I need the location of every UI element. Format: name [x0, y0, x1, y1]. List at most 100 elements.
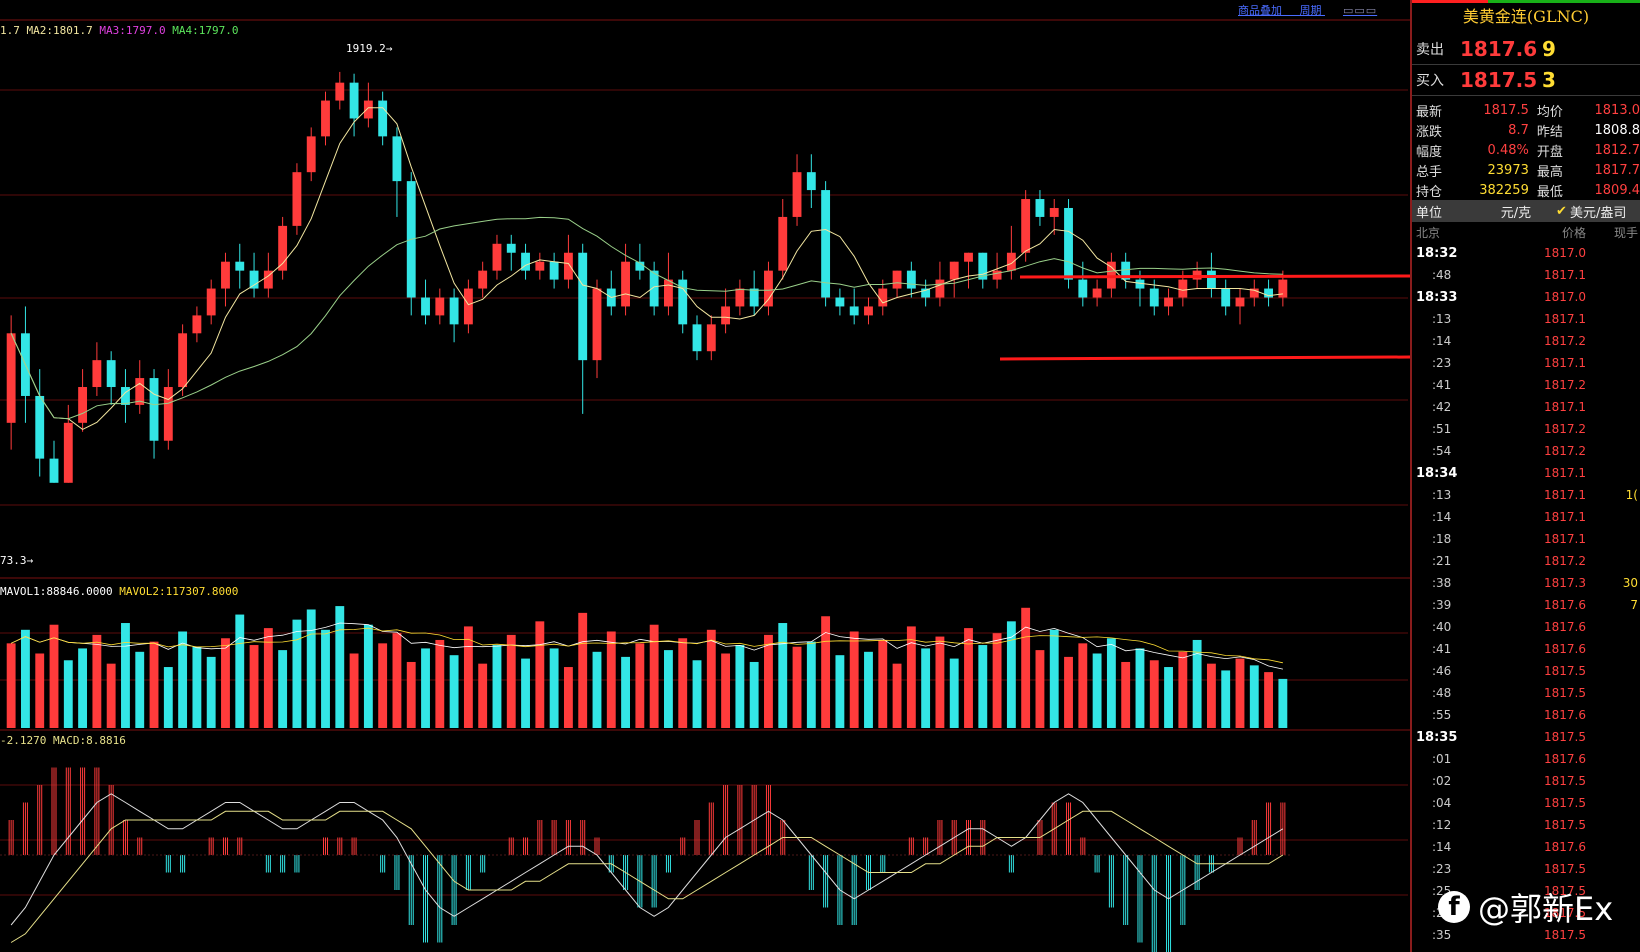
volume-bar	[1149, 660, 1159, 728]
tick-time: :51	[1432, 422, 1452, 436]
candle-body	[964, 252, 973, 262]
tick-row: :13 1817.1 1(	[1412, 484, 1640, 506]
sell-quote-row[interactable]: 卖出 1817.6 9	[1412, 34, 1640, 65]
volume-bar	[63, 660, 73, 728]
overlay-link[interactable]: 商品叠加	[1238, 4, 1282, 17]
candle-body	[706, 324, 716, 352]
candle-body	[235, 261, 245, 271]
mavol1-line	[10, 622, 1283, 670]
candle-body	[463, 288, 473, 325]
tick-row: :39 1817.6 7	[1412, 594, 1640, 616]
candle-body	[421, 297, 430, 316]
period-link[interactable]: 周期	[1299, 4, 1322, 17]
volume-bar	[1106, 638, 1116, 728]
candle-body	[563, 252, 573, 280]
volume-bar	[1021, 607, 1031, 728]
facebook-icon: f	[1438, 891, 1470, 923]
volume-bar	[849, 631, 859, 728]
tick-price: 1817.5	[1544, 818, 1586, 832]
candle-body	[178, 333, 188, 388]
candle-body	[921, 288, 931, 298]
tick-row: :01 1817.6	[1412, 748, 1640, 770]
stat-value: 1817.5	[1483, 102, 1529, 118]
stat-label-2: 开盘	[1536, 144, 1563, 160]
tick-price: 1817.6	[1544, 752, 1586, 766]
watermark: f @郭新Ex	[1438, 884, 1613, 930]
candle-body	[892, 270, 902, 289]
candle-body	[1092, 288, 1102, 298]
volume-bar	[935, 636, 945, 728]
candle-body	[306, 136, 316, 173]
tick-price: 1817.5	[1544, 906, 1586, 920]
tick-price: 1817.1	[1544, 488, 1586, 502]
candle-body	[492, 243, 502, 271]
tick-price: 1817.6	[1544, 708, 1586, 722]
candle-body	[1164, 297, 1173, 307]
volume-bar	[806, 641, 816, 728]
candle-body	[549, 261, 559, 280]
tick-time: :35	[1432, 928, 1452, 942]
volume-bar	[1249, 665, 1259, 728]
kline-chart-svg[interactable]	[0, 0, 1410, 952]
candle-body	[992, 270, 1002, 280]
tick-row: :02 1817.5	[1412, 770, 1640, 792]
volume-bar	[635, 643, 645, 728]
tick-time: :39	[1432, 598, 1452, 612]
candle-body	[621, 261, 630, 307]
tick-price: 1817.5	[1544, 664, 1586, 678]
volume-bar	[1278, 678, 1288, 728]
ma4-legend: MA4:1797.0	[172, 24, 239, 37]
stat-value-2: 1809.4	[1594, 182, 1640, 198]
volume-bar	[135, 651, 145, 728]
volume-bar	[106, 663, 116, 728]
tick-row: :14 1817.1	[1412, 506, 1640, 528]
kline-chart-area[interactable]: 商品叠加 周期 ▭▭▭ 1.7 MA2:1801.7 MA3:1797.0 MA…	[0, 0, 1410, 952]
stat-label: 持仓	[1416, 184, 1443, 200]
tick-row: 18:35 1817.5	[1412, 726, 1640, 748]
candle-body	[78, 387, 88, 423]
window-buttons[interactable]: ▭▭▭	[1342, 4, 1378, 17]
candle-body	[849, 306, 859, 316]
stat-value: 0.48%	[1487, 142, 1529, 158]
candle-body	[864, 306, 873, 316]
stat-row: 总手 23973 最高 1817.7	[1412, 160, 1640, 180]
tick-time: 18:34	[1416, 465, 1458, 481]
stat-label-2: 最低	[1536, 184, 1563, 200]
tick-list[interactable]: 18:32 1817.0:48 1817.1 18:33 1817.0:13 1817.1…	[1412, 242, 1640, 946]
tick-row: :35 1817.5	[1412, 924, 1640, 946]
volume-bar	[378, 643, 388, 728]
candle-body	[764, 270, 773, 307]
unit-alt[interactable]: 美元/盎司	[1570, 205, 1627, 221]
volume-legend: MAVOL1:88846.0000 MAVOL2:117307.8000	[0, 585, 238, 598]
tick-time: :54	[1432, 444, 1452, 458]
volume-bar	[492, 645, 502, 728]
candle-body	[378, 100, 388, 137]
volume-bar	[363, 624, 373, 728]
stat-label: 涨跌	[1416, 124, 1443, 140]
volume-bar	[535, 621, 545, 728]
candle-body	[1235, 297, 1245, 307]
volume-bar	[1221, 670, 1231, 728]
tick-price: 1817.6	[1544, 598, 1586, 612]
stat-row: 涨跌 8.7 昨结 1808.8	[1412, 120, 1640, 140]
tick-time: :04	[1432, 796, 1452, 810]
unit-row[interactable]: 单位 元/克 ✔ 美元/盎司	[1412, 200, 1640, 222]
volume-bar	[1049, 629, 1059, 728]
volume-bar	[721, 653, 731, 728]
volume-bar	[1092, 653, 1102, 728]
macd-legend: -2.1270 MACD:8.8816	[0, 734, 126, 747]
chart-toolbar: 商品叠加 周期 ▭▭▭	[1238, 2, 1377, 18]
candle-body	[649, 270, 659, 307]
stat-label-2: 最高	[1536, 164, 1563, 180]
tick-time: :13	[1432, 312, 1452, 326]
tick-row: :41 1817.2	[1412, 374, 1640, 396]
volume-bar	[835, 655, 845, 728]
buy-quote-row[interactable]: 买入 1817.5 3	[1412, 65, 1640, 96]
volume-bar	[606, 631, 616, 728]
tick-time: :48	[1432, 686, 1452, 700]
volume-bar	[764, 634, 773, 728]
candle-body	[149, 378, 159, 441]
ma1-legend: 1.7	[0, 24, 20, 37]
tick-row: :12 1817.5	[1412, 814, 1640, 836]
volume-bar	[949, 658, 959, 728]
